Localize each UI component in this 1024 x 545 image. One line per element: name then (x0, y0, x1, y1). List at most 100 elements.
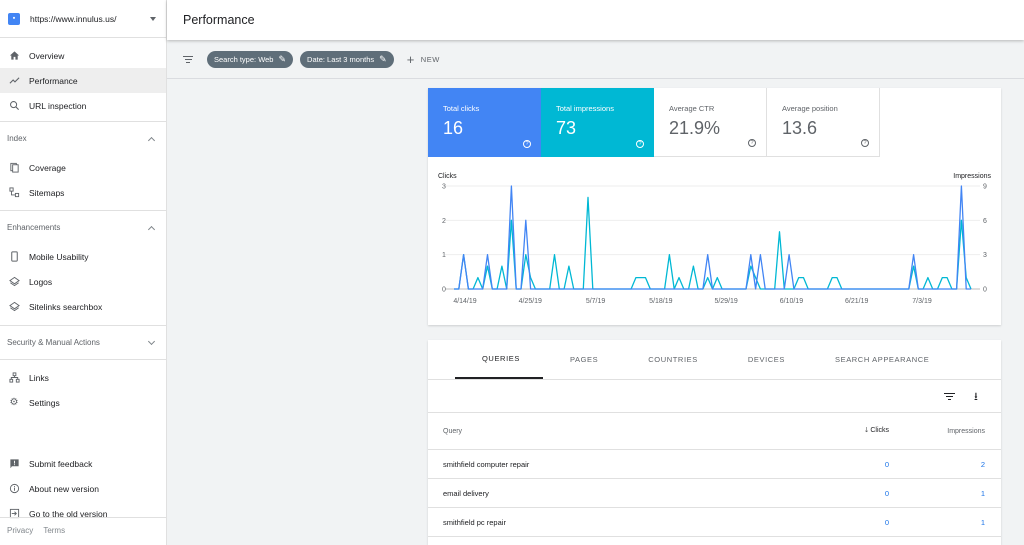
help-icon[interactable]: ? (636, 140, 644, 148)
search-icon (7, 99, 21, 113)
nav-coverage-label: Coverage (29, 162, 66, 173)
help-icon[interactable]: ? (748, 139, 756, 147)
average-position-card[interactable]: Average position 13.6 ? (767, 88, 880, 157)
x-tick-label: 5/18/19 (649, 298, 672, 305)
clicks-axis-label: Clicks (438, 173, 457, 180)
info-icon (7, 482, 21, 496)
x-tick-label: 7/3/19 (912, 298, 932, 305)
clicks-cell: 0 (884, 488, 889, 498)
impressions-cell: 2 (980, 459, 985, 469)
nav-url-inspection[interactable]: URL inspection (0, 93, 166, 118)
tab-pages[interactable]: PAGES (569, 355, 599, 364)
nav-links-label: Links (29, 372, 49, 383)
query-cell: email delivery (443, 488, 489, 498)
nav-logos[interactable]: Logos (0, 269, 166, 294)
dimension-tabs: QUERIES PAGES COUNTRIES DEVICES SEARCH A… (428, 340, 1001, 380)
nav-settings[interactable]: ⚙ Settings (0, 390, 166, 415)
x-tick-label: 5/7/19 (586, 298, 606, 305)
performance-chart: Clicks Impressions 0 1 2 3 0 3 6 9 4/14/19 4/25/1… (438, 173, 992, 305)
nav-coverage[interactable]: Coverage (0, 155, 166, 180)
edit-pencil-icon: ✎ (379, 53, 387, 64)
total-clicks-card[interactable]: Total clicks 16 ? (428, 88, 541, 157)
new-filter-button[interactable]: + NEW (407, 52, 440, 67)
nav-mobile-usability[interactable]: Mobile Usability (0, 244, 166, 269)
nav-performance[interactable]: Performance (0, 68, 166, 93)
footer-links: Privacy Terms (7, 526, 73, 535)
layers-icon (7, 300, 21, 314)
total-clicks-label: Total clicks (443, 104, 480, 113)
nav-old-version-label: Go to the old version (29, 508, 108, 519)
table-header: Query 🡓 Clicks Impressions (428, 413, 1001, 450)
total-impressions-value: 73 (556, 118, 577, 138)
links-icon (7, 371, 21, 385)
page-header: Performance (167, 0, 1024, 40)
tab-search-appearance[interactable]: SEARCH APPEARANCE (834, 355, 930, 364)
chevron-up-icon (147, 225, 156, 233)
impressions-cell: 1 (980, 488, 985, 498)
date-chip[interactable]: Date: Last 3 months ✎ (300, 50, 394, 68)
right-tick-label: 9 (983, 184, 987, 191)
clicks-cell: 0 (884, 459, 889, 469)
section-index[interactable]: Index (0, 121, 166, 155)
table-row[interactable]: email delivery 0 1 (428, 479, 1001, 508)
nav-performance-label: Performance (29, 75, 78, 86)
col-impressions-header[interactable]: Impressions (947, 427, 985, 435)
chevron-down-icon (147, 337, 156, 345)
table-row[interactable]: smithfield computer repair 0 2 (428, 450, 1001, 479)
average-ctr-card[interactable]: Average CTR 21.9% ? (654, 88, 767, 157)
section-enhancements[interactable]: Enhancements (0, 210, 166, 244)
filter-icon[interactable] (183, 54, 193, 65)
terms-link[interactable]: Terms (43, 526, 66, 535)
x-tick-label: 6/10/19 (780, 298, 803, 305)
exit-icon (7, 507, 21, 521)
clicks-series-line (454, 185, 971, 290)
property-selector[interactable]: ▪ https://www.innulus.us/ (0, 0, 166, 38)
table-row[interactable]: smithfield pc repair 0 1 (428, 508, 1001, 537)
impressions-series-line (454, 196, 972, 290)
search-type-chip[interactable]: Search type: Web ✎ (207, 50, 294, 68)
nav-overview[interactable]: Overview (0, 43, 166, 68)
download-icon[interactable]: ⭳ (974, 391, 978, 403)
phone-icon (7, 250, 21, 264)
right-tick-label: 3 (983, 252, 987, 259)
dropdown-caret-icon[interactable] (150, 16, 156, 21)
performance-summary: Total clicks 16 ? Total impressions 73 ?… (428, 88, 1001, 325)
sitemap-icon (7, 186, 21, 200)
date-chip-label: Date: Last 3 months (307, 54, 375, 64)
edit-pencil-icon: ✎ (278, 53, 287, 64)
right-tick-label: 0 (983, 287, 987, 294)
nav-submit-feedback[interactable]: Submit feedback (0, 451, 166, 476)
privacy-link[interactable]: Privacy (7, 526, 34, 535)
query-cell: smithfield computer repair (443, 459, 530, 469)
plus-icon: + (406, 51, 415, 67)
help-icon[interactable]: ? (523, 140, 531, 148)
tab-countries[interactable]: COUNTRIES (648, 355, 698, 364)
impressions-cell: 1 (980, 517, 985, 527)
nav-sitemaps[interactable]: Sitemaps (0, 180, 166, 205)
nav-sitelinks-searchbox[interactable]: Sitelinks searchbox (0, 294, 166, 319)
left-tick-label: 0 (442, 287, 446, 294)
total-impressions-label: Total impressions (556, 104, 614, 113)
chevron-up-icon (147, 136, 156, 144)
nav-settings-label: Settings (29, 397, 60, 408)
property-url: https://www.innulus.us/ (30, 13, 117, 24)
feedback-icon (7, 457, 21, 471)
nav-sitemaps-label: Sitemaps (29, 187, 65, 198)
help-icon[interactable]: ? (861, 139, 869, 147)
col-clicks-header[interactable]: 🡓 Clicks (865, 426, 889, 437)
nav-links[interactable]: Links (0, 365, 166, 390)
results-table-card: QUERIES PAGES COUNTRIES DEVICES SEARCH A… (428, 340, 1001, 545)
impressions-axis-label: Impressions (953, 173, 991, 180)
tab-queries[interactable]: QUERIES (455, 340, 543, 379)
nav-mobile-usability-label: Mobile Usability (29, 251, 89, 262)
total-impressions-card[interactable]: Total impressions 73 ? (541, 88, 654, 157)
search-type-chip-label: Search type: Web (214, 54, 274, 64)
filter-rows-icon[interactable] (944, 391, 955, 402)
section-security[interactable]: Security & Manual Actions (0, 325, 166, 359)
tab-devices[interactable]: DEVICES (747, 355, 785, 364)
col-query-header[interactable]: Query (443, 427, 463, 435)
nav-about-new-version[interactable]: About new version (0, 476, 166, 501)
nav-old-version[interactable]: Go to the old version (0, 501, 166, 526)
col-clicks-label: Clicks (870, 426, 889, 434)
query-cell: smithfield pc repair (443, 517, 506, 527)
